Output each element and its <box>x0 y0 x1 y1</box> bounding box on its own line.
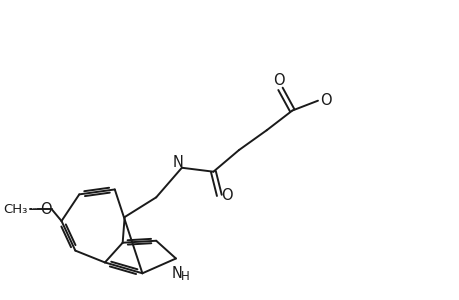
Text: O: O <box>272 74 284 88</box>
Text: O: O <box>221 188 233 203</box>
Text: H: H <box>180 270 189 283</box>
Text: O: O <box>40 202 51 217</box>
Text: N: N <box>172 155 183 170</box>
Text: CH₃: CH₃ <box>4 203 28 216</box>
Text: N: N <box>171 266 182 281</box>
Text: O: O <box>319 93 331 108</box>
Text: methoxy: methoxy <box>32 208 38 209</box>
